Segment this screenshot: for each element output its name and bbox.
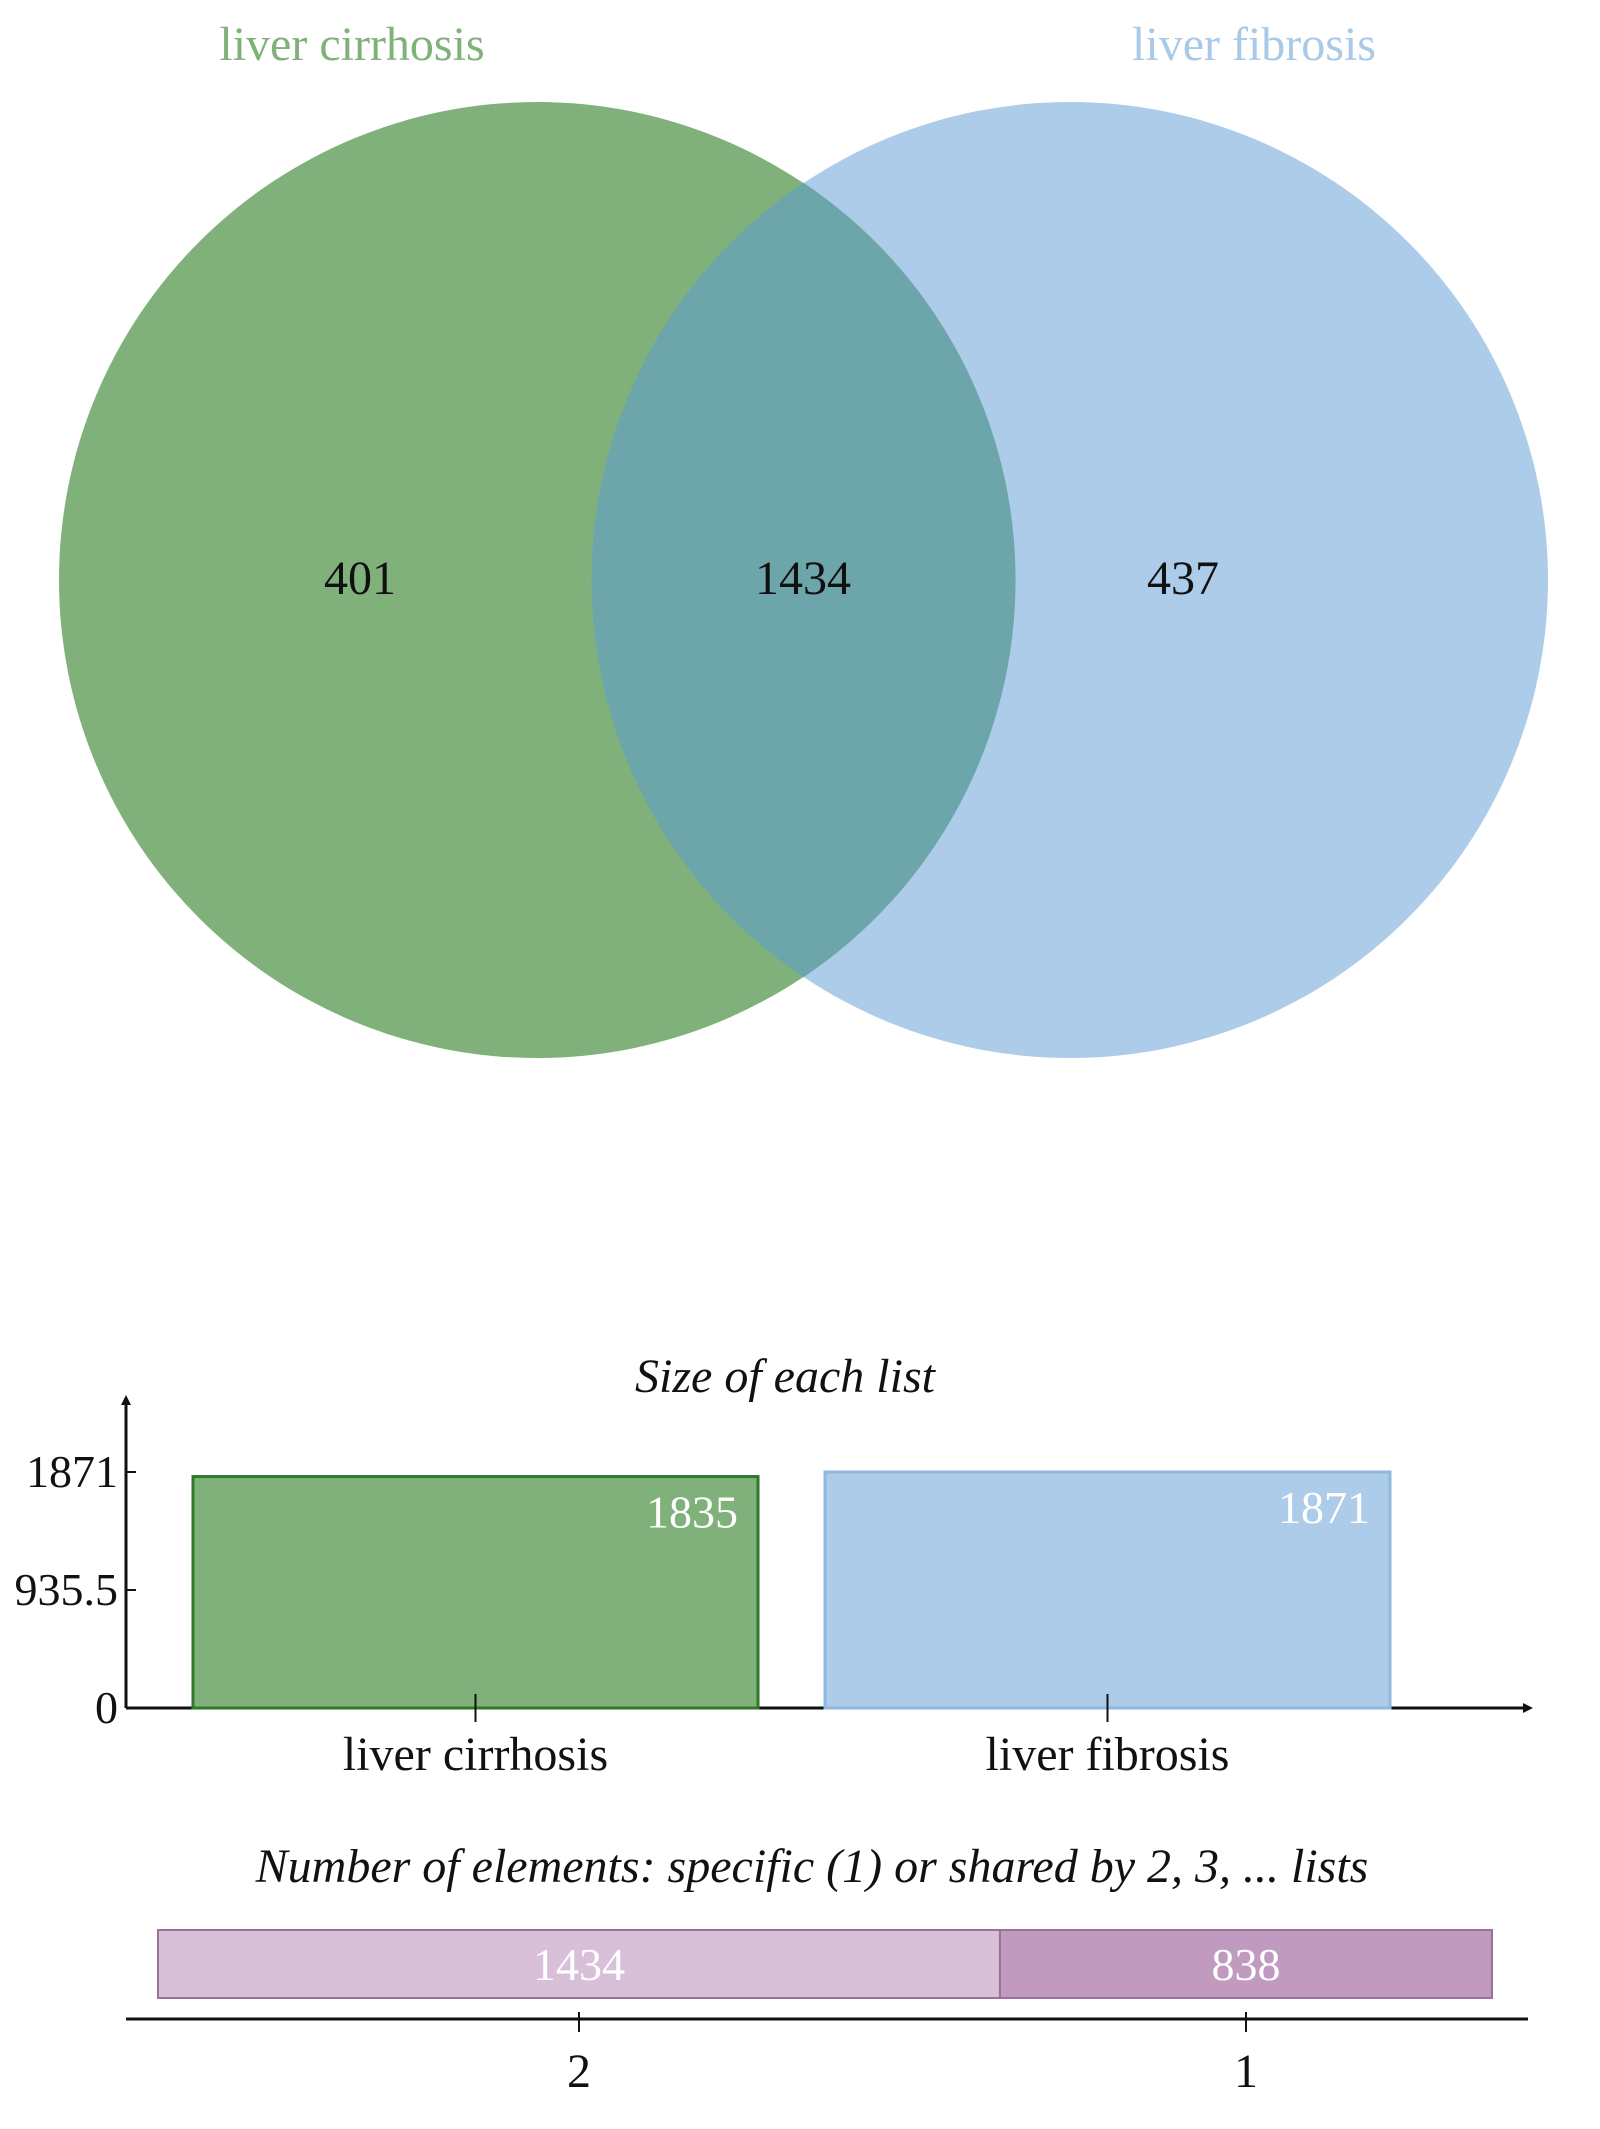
venn-count-intersection: 1434: [755, 552, 851, 605]
x-ticks: liver cirrhosis liver fibrosis: [343, 1694, 1230, 1781]
shared-tick-label: 2: [567, 2045, 591, 2098]
shared-segment-value-label: 838: [1211, 1939, 1280, 1990]
venn-overlap: [591, 182, 1016, 978]
venn-count-fibrosis-only: 437: [1147, 552, 1219, 605]
bar-fibrosis-value-label: 1871: [1278, 1482, 1370, 1533]
venn-diagram: liver cirrhosis liver fibrosis 401 1434 …: [59, 18, 1548, 1058]
shared-segments: 1434 2 838 1: [157, 1929, 1494, 2098]
y-tick-label: 0: [95, 1682, 118, 1733]
list-size-chart-title: Size of each list: [635, 1350, 937, 1403]
shared-segment-value-label: 1434: [533, 1939, 625, 1990]
bars: 1835 1871: [191, 1470, 1392, 1710]
x-tick-label: liver cirrhosis: [343, 1728, 608, 1781]
y-ticks: 0 935.5 1871: [15, 1446, 136, 1733]
shared-elements-chart: Number of elements: specific (1) or shar…: [126, 1840, 1528, 2098]
shared-elements-chart-title: Number of elements: specific (1) or shar…: [255, 1840, 1369, 1893]
x-tick-label: liver fibrosis: [986, 1728, 1230, 1781]
venn-title-cirrhosis: liver cirrhosis: [219, 18, 484, 71]
venn-title-fibrosis: liver fibrosis: [1132, 18, 1376, 71]
shared-tick-label: 1: [1234, 2045, 1258, 2098]
bar-cirrhosis-value-label: 1835: [646, 1487, 738, 1538]
list-size-chart: Size of each list 0 935.5 1871 1835 1871 li…: [15, 1350, 1533, 1781]
bar-cirrhosis: [191, 1475, 760, 1710]
y-tick-label: 1871: [26, 1446, 118, 1497]
y-tick-label: 935.5: [15, 1564, 119, 1615]
bar-fibrosis: [823, 1470, 1392, 1710]
shared-segment-2: [157, 1929, 1001, 1999]
venn-count-cirrhosis-only: 401: [324, 552, 396, 605]
shared-segment-1: [998, 1929, 1494, 1999]
